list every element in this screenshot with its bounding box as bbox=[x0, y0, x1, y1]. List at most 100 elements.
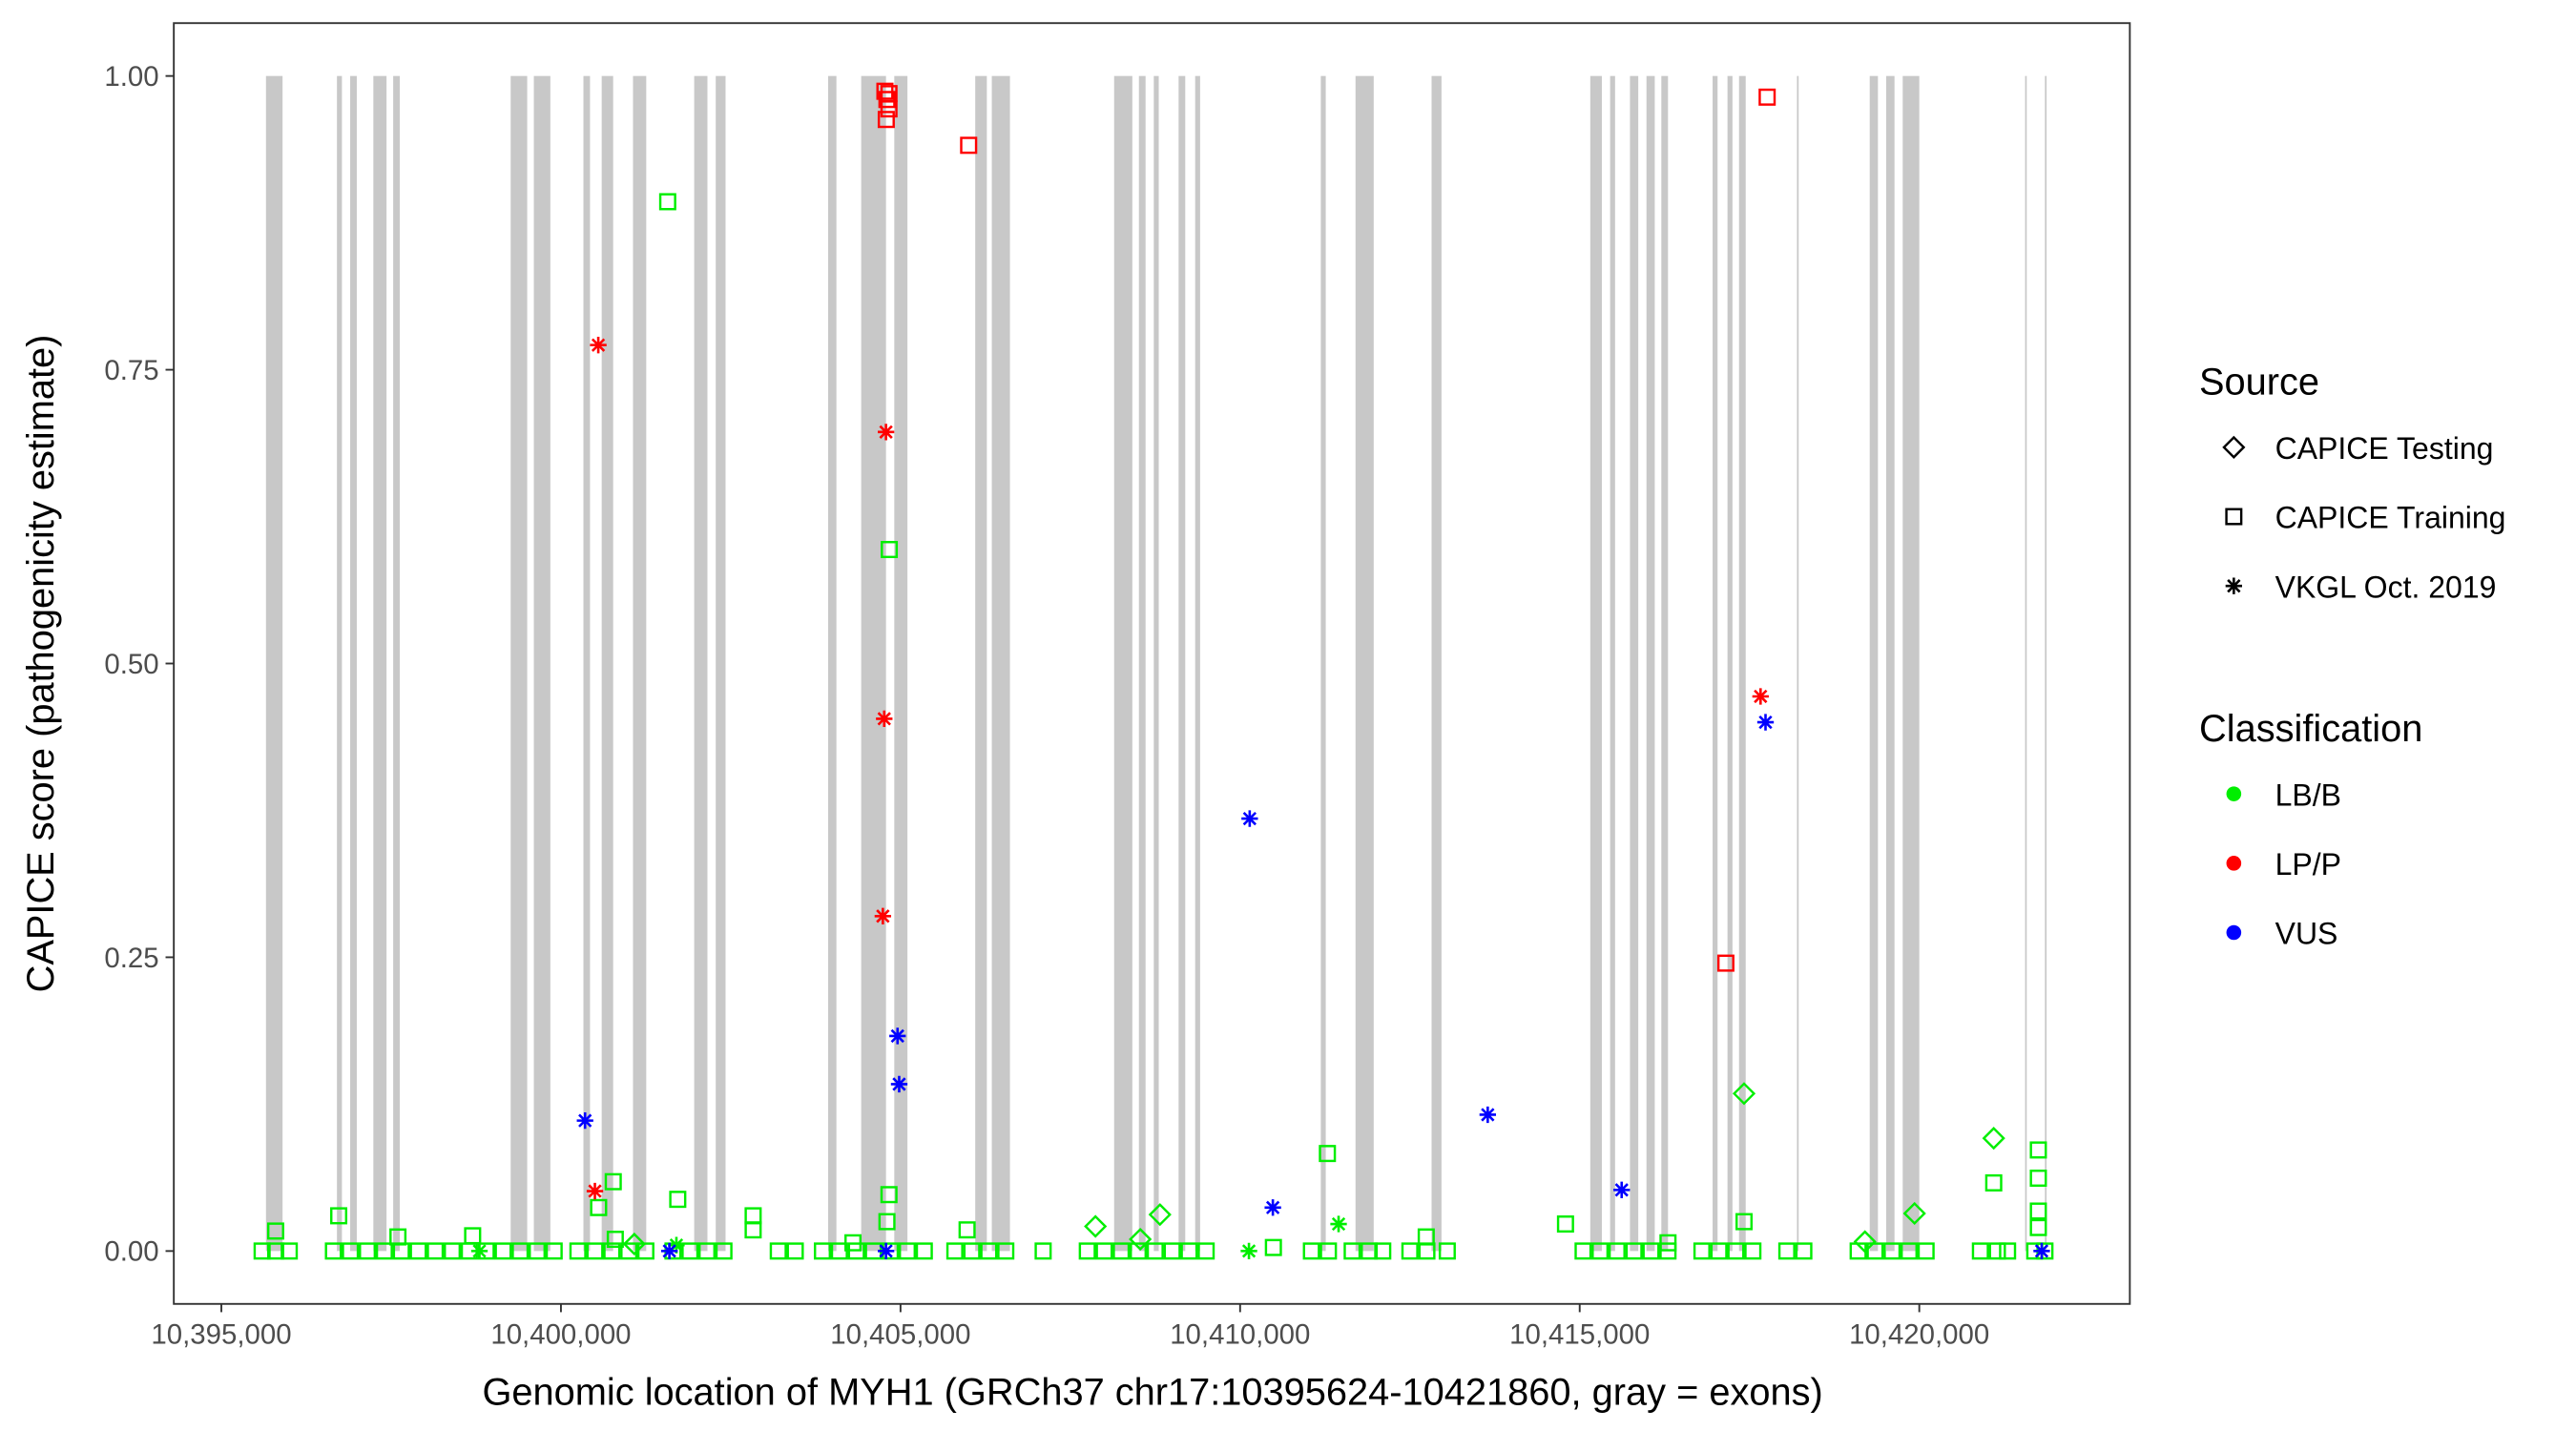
data-point bbox=[1302, 1242, 1320, 1260]
y-tick-label: 0.50 bbox=[104, 649, 158, 680]
data-point bbox=[1330, 1215, 1347, 1233]
data-point bbox=[1374, 1242, 1392, 1260]
data-point bbox=[1240, 1242, 1257, 1260]
x-tick-label: 10,410,000 bbox=[1170, 1318, 1310, 1350]
exon-band bbox=[1797, 75, 1799, 1252]
exon-band bbox=[1727, 75, 1733, 1252]
data-point bbox=[697, 1242, 716, 1260]
data-point bbox=[266, 1242, 284, 1260]
data-point bbox=[511, 1242, 530, 1260]
data-point bbox=[1264, 1238, 1282, 1256]
exon-band bbox=[975, 75, 987, 1252]
data-point bbox=[576, 1111, 593, 1130]
data-point bbox=[1180, 1242, 1198, 1260]
data-point bbox=[1130, 1242, 1148, 1260]
data-point bbox=[881, 541, 899, 559]
exon-band bbox=[1646, 75, 1655, 1252]
data-point bbox=[1361, 1242, 1379, 1260]
data-point bbox=[1693, 1242, 1711, 1260]
exon-band bbox=[533, 75, 551, 1252]
data-point bbox=[1853, 1230, 1877, 1254]
data-point bbox=[880, 1186, 898, 1204]
data-point bbox=[2029, 1218, 2047, 1236]
data-point bbox=[1999, 1242, 2017, 1260]
data-point bbox=[1608, 1242, 1626, 1260]
data-point bbox=[1710, 1242, 1728, 1260]
exon-band bbox=[393, 75, 401, 1252]
data-point bbox=[1591, 1242, 1610, 1260]
data-point bbox=[658, 193, 676, 211]
data-point bbox=[1095, 1242, 1113, 1260]
exon-band bbox=[894, 75, 908, 1252]
data-point bbox=[1613, 1181, 1631, 1198]
data-point bbox=[359, 1242, 377, 1260]
legend-key-square-icon bbox=[2225, 508, 2243, 526]
exon-band bbox=[2045, 75, 2047, 1252]
data-point bbox=[569, 1242, 587, 1260]
data-point bbox=[1343, 1242, 1361, 1260]
exon-band bbox=[1738, 75, 1746, 1252]
data-point bbox=[342, 1242, 360, 1260]
exon-band bbox=[1153, 75, 1159, 1252]
exon-band bbox=[1630, 75, 1639, 1252]
data-point bbox=[375, 1242, 393, 1260]
exon-band bbox=[583, 75, 591, 1252]
data-point bbox=[1574, 1242, 1592, 1260]
data-point bbox=[915, 1242, 933, 1260]
data-point bbox=[877, 424, 895, 441]
legend: Source CAPICE Testing CAPICE Training VKGL… bbox=[2199, 361, 2505, 950]
data-point bbox=[715, 1242, 733, 1260]
data-point bbox=[2029, 1169, 2047, 1187]
exon-band bbox=[1431, 75, 1442, 1252]
exon-band bbox=[694, 75, 708, 1252]
exon-bands bbox=[265, 75, 2047, 1252]
data-point bbox=[1866, 1242, 1884, 1260]
data-point bbox=[945, 1242, 964, 1260]
data-point bbox=[622, 1232, 646, 1256]
exon-band bbox=[1195, 75, 1200, 1252]
data-point bbox=[606, 1231, 624, 1249]
data-point bbox=[1556, 1215, 1574, 1234]
data-point bbox=[1148, 1203, 1172, 1227]
data-point bbox=[660, 1242, 678, 1260]
legend-label-source: CAPICE Training bbox=[2275, 501, 2506, 535]
data-point bbox=[266, 1222, 284, 1240]
data-point bbox=[786, 1242, 804, 1260]
data-point bbox=[1984, 1173, 2003, 1192]
data-point bbox=[960, 136, 978, 155]
exon-band bbox=[1320, 75, 1326, 1252]
exon-band bbox=[1113, 75, 1132, 1252]
exon-band bbox=[1869, 75, 1879, 1252]
data-point bbox=[1744, 1242, 1762, 1260]
legend-title-source: Source bbox=[2199, 361, 2319, 403]
data-point bbox=[1034, 1242, 1052, 1260]
exon-band bbox=[716, 75, 726, 1252]
x-tick-label: 10,400,000 bbox=[490, 1318, 631, 1350]
y-axis: 0.00 0.25 0.50 0.75 1.00 bbox=[104, 61, 175, 1268]
exon-band bbox=[1178, 75, 1186, 1252]
data-point bbox=[1752, 688, 1769, 705]
y-axis-title: CAPICE score (pathogenicity estimate) bbox=[20, 335, 62, 993]
data-point bbox=[1756, 714, 1775, 731]
data-point bbox=[1988, 1242, 2006, 1260]
y-tick-label: 0.25 bbox=[104, 943, 158, 974]
data-point bbox=[1084, 1214, 1108, 1238]
data-point bbox=[1625, 1242, 1643, 1260]
data-point bbox=[1735, 1213, 1754, 1231]
data-point bbox=[1758, 88, 1776, 106]
data-point bbox=[426, 1242, 445, 1260]
legend-label-classification: VUS bbox=[2275, 917, 2338, 951]
exon-band bbox=[337, 75, 343, 1252]
data-point bbox=[590, 337, 607, 354]
data-point bbox=[2029, 1202, 2047, 1220]
legend-key-asterisk-icon bbox=[2225, 577, 2242, 594]
data-point bbox=[1659, 1234, 1677, 1252]
data-point bbox=[1971, 1242, 1989, 1260]
data-point bbox=[494, 1242, 512, 1260]
data-point bbox=[586, 1242, 604, 1260]
data-point bbox=[876, 710, 893, 728]
data-point bbox=[890, 1075, 908, 1093]
exon-band bbox=[1661, 75, 1669, 1252]
data-point bbox=[1078, 1242, 1096, 1260]
